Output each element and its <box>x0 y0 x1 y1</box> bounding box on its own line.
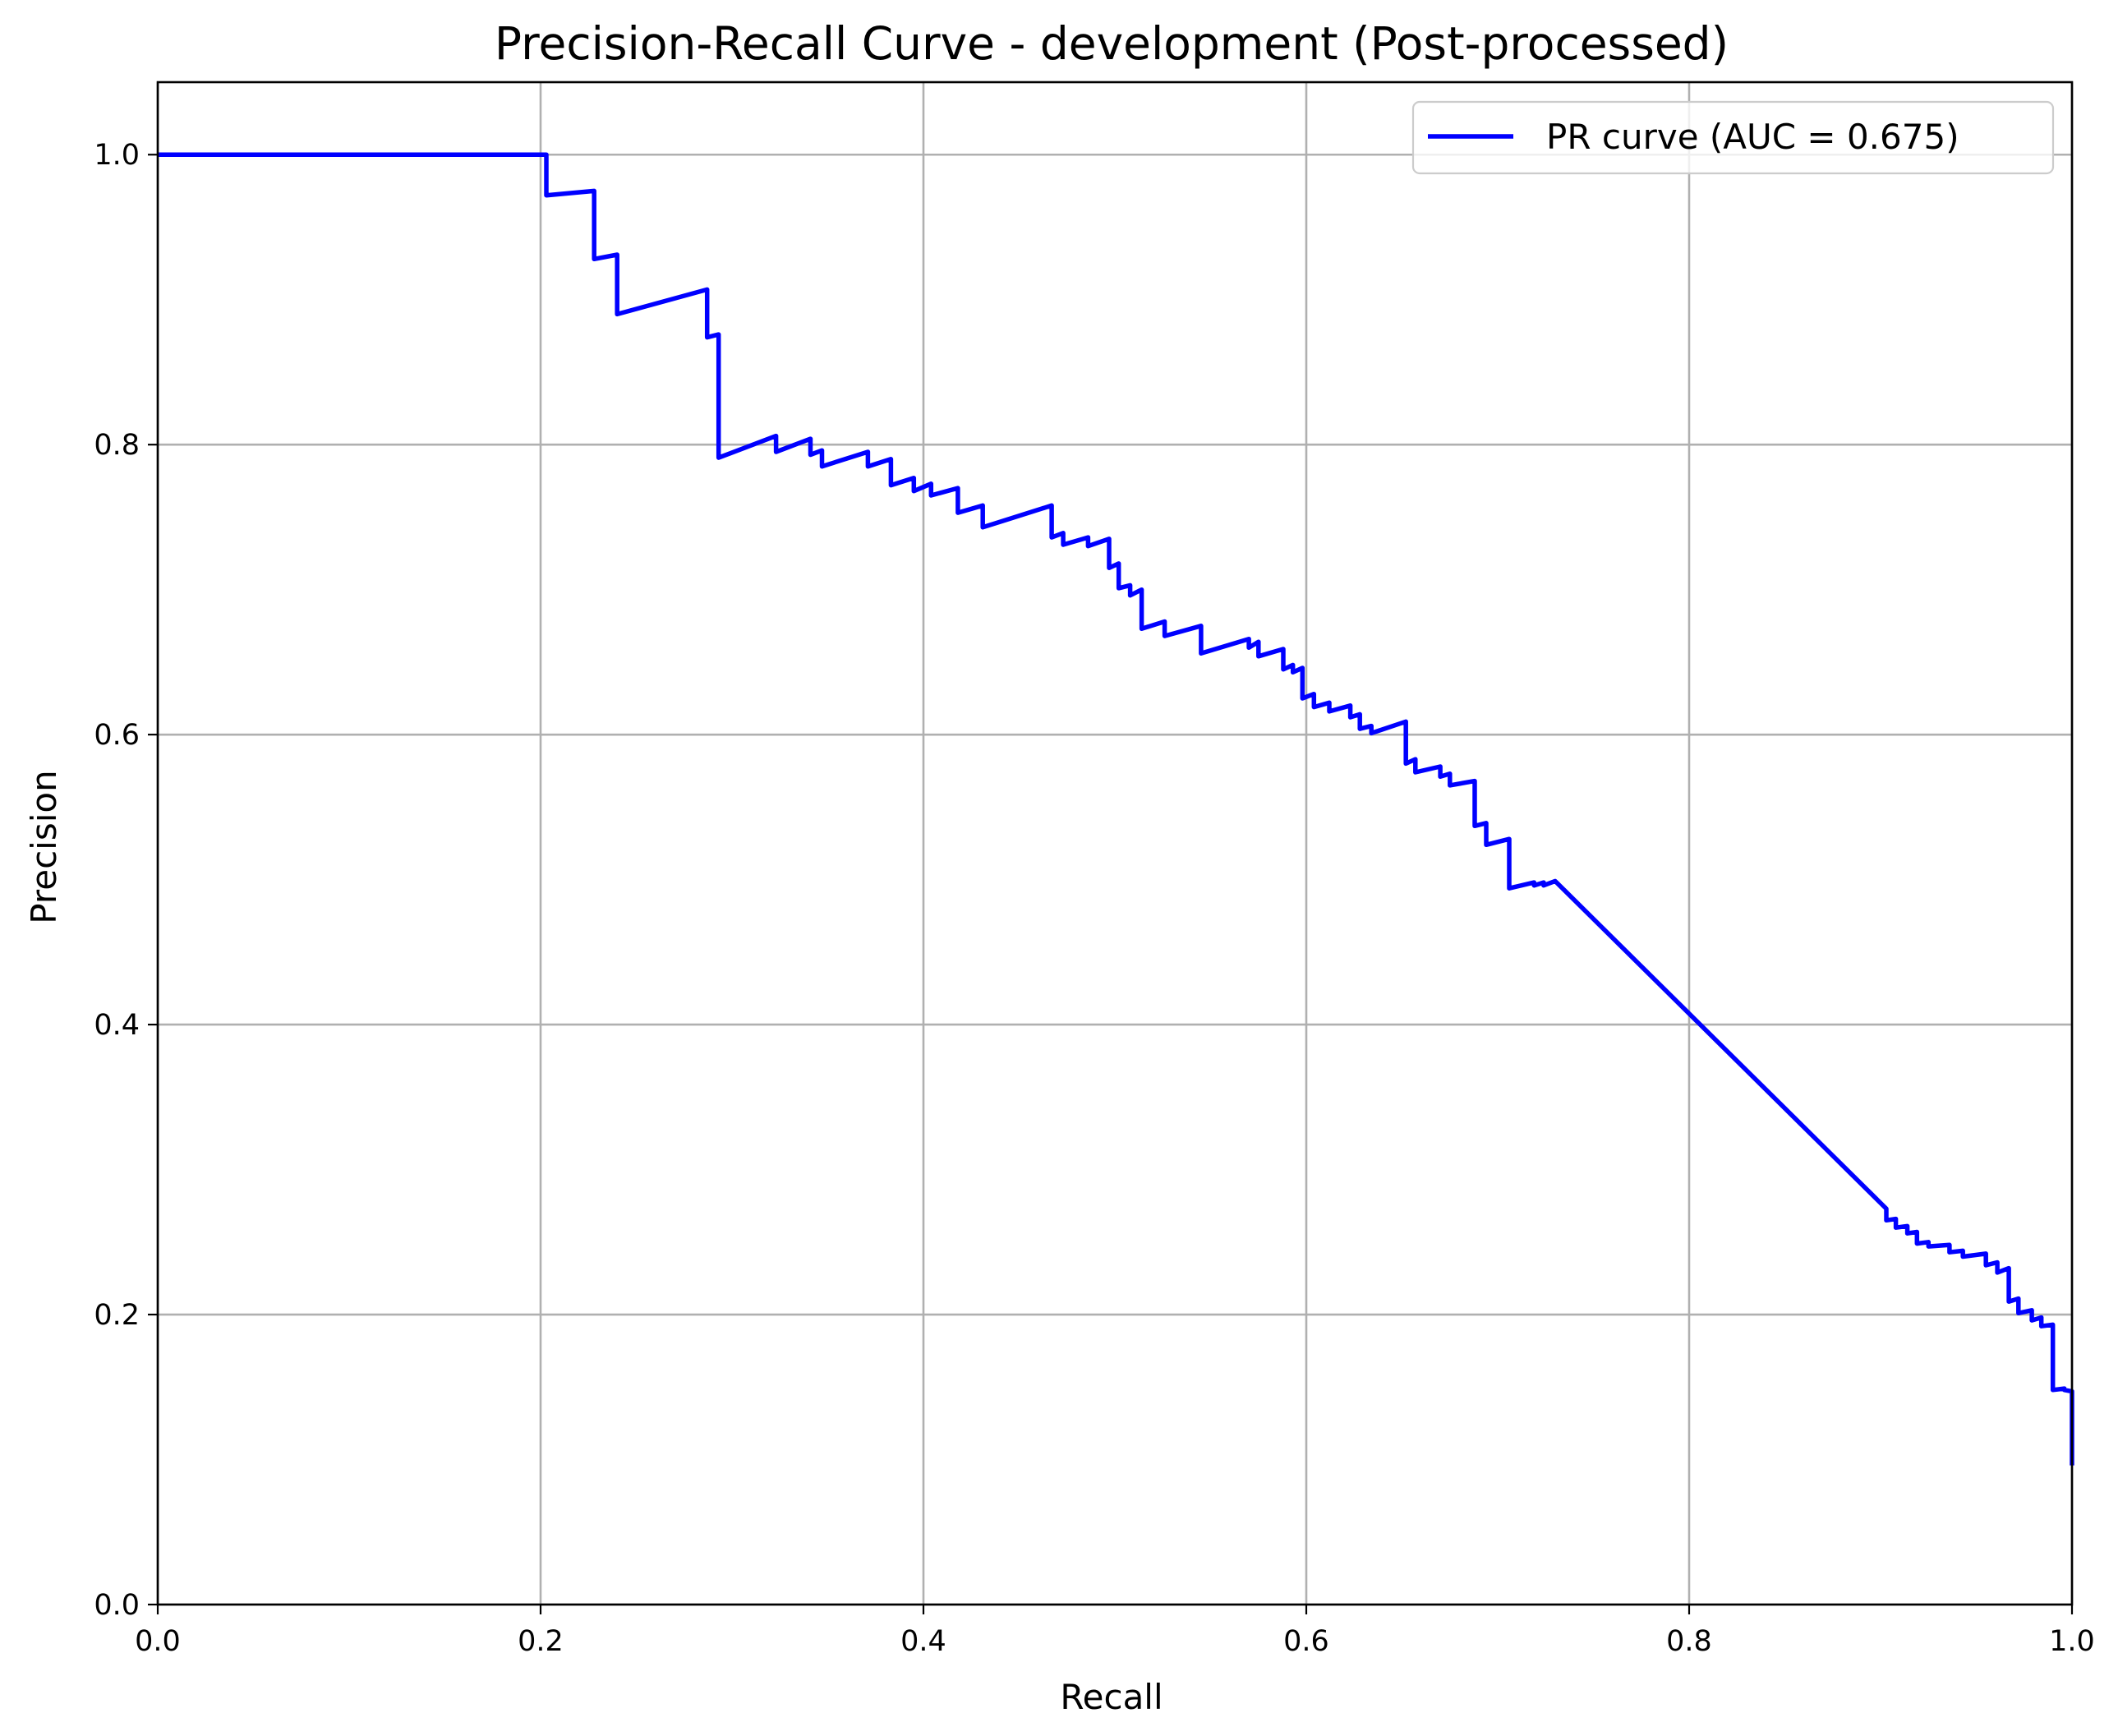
y-axis-label: Precision <box>24 770 64 923</box>
x-tick-label: 0.4 <box>900 1625 946 1658</box>
y-axis-ticks: 0.0 0.2 0.4 0.6 0.8 1.0 <box>94 139 158 1622</box>
legend-box <box>1411 100 2055 175</box>
x-axis-ticks: 0.0 0.2 0.4 0.6 0.8 1.0 <box>135 1605 2095 1658</box>
plot-frame <box>156 81 2074 1606</box>
legend: PR curve (AUC = 0.675) <box>1411 100 2055 175</box>
chart-title: Precision-Recall Curve - development (Po… <box>495 17 1729 70</box>
y-tick-label: 0.4 <box>94 1009 140 1042</box>
pr-curve-line <box>158 152 2074 1466</box>
y-tick-label: 0.0 <box>94 1589 140 1622</box>
x-tick-label: 0.6 <box>1283 1625 1329 1658</box>
y-tick-label: 0.8 <box>94 429 140 462</box>
x-tick-label: 0.0 <box>135 1625 181 1658</box>
x-tick-label: 1.0 <box>2049 1625 2095 1658</box>
y-tick-label: 0.6 <box>94 719 140 752</box>
x-tick-label: 0.2 <box>518 1625 564 1658</box>
legend-label: PR curve (AUC = 0.675) <box>1546 117 1959 157</box>
x-axis-label: Recall <box>1060 1677 1163 1717</box>
y-tick-label: 1.0 <box>94 139 140 172</box>
x-tick-label: 0.8 <box>1666 1625 1712 1658</box>
y-tick-label: 0.2 <box>94 1299 140 1332</box>
